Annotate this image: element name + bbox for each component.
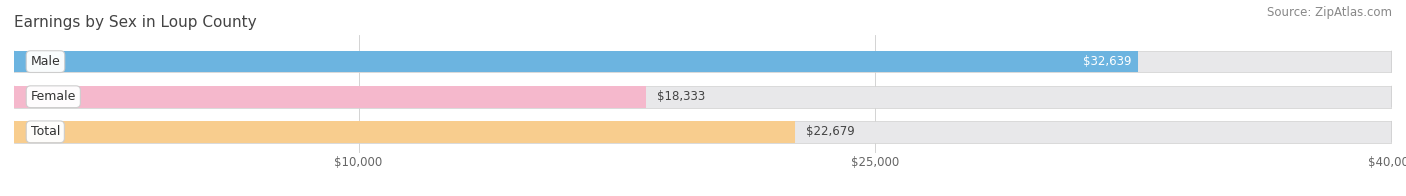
Bar bbox=[14, 51, 1392, 73]
Bar bbox=[14, 86, 1392, 108]
Bar bbox=[14, 121, 796, 143]
Text: Female: Female bbox=[31, 90, 76, 103]
Text: $32,639: $32,639 bbox=[1083, 55, 1132, 68]
Text: $18,333: $18,333 bbox=[657, 90, 704, 103]
Text: $22,679: $22,679 bbox=[806, 125, 855, 138]
Bar bbox=[14, 121, 1392, 143]
Bar bbox=[14, 86, 645, 108]
Text: Source: ZipAtlas.com: Source: ZipAtlas.com bbox=[1267, 6, 1392, 19]
Text: Total: Total bbox=[31, 125, 60, 138]
Text: Earnings by Sex in Loup County: Earnings by Sex in Loup County bbox=[14, 15, 257, 30]
Text: Male: Male bbox=[31, 55, 60, 68]
Bar bbox=[14, 51, 1139, 73]
